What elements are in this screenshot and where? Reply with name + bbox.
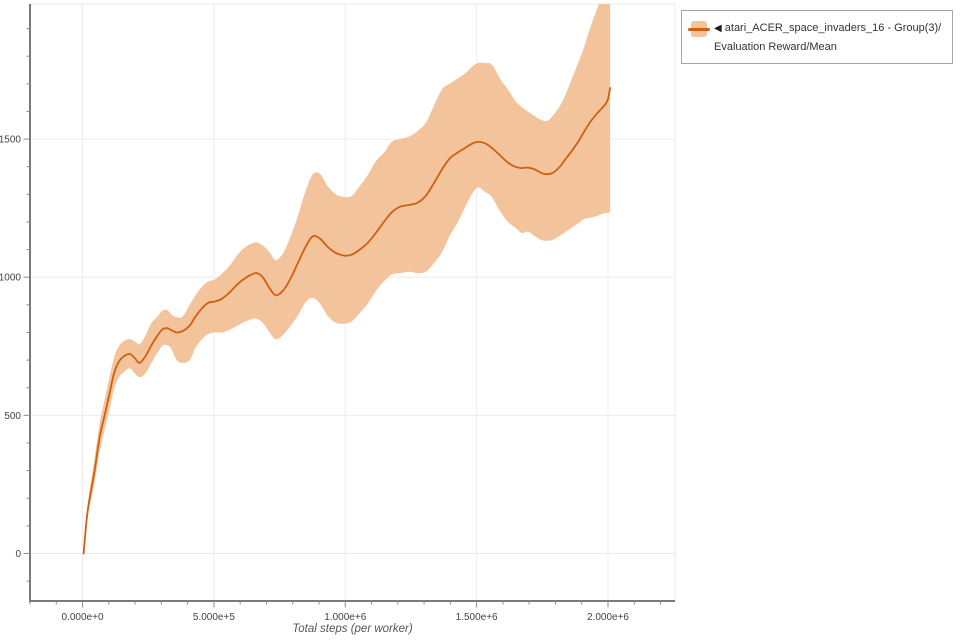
y-tick-label: 1500 xyxy=(0,135,21,146)
x-axis-title: Total steps (per worker) xyxy=(292,623,413,635)
tick-labels: 0.000e+0 5.000e+5 1.000e+6 1.500e+6 2.000e+6… xyxy=(0,135,629,623)
y-tick-label: 0 xyxy=(15,549,21,560)
x-tick-label: 5.000e+5 xyxy=(193,612,235,623)
x-tick-label: 1.000e+6 xyxy=(324,612,366,623)
axis-spines xyxy=(29,4,675,602)
legend-label: ◀ atari_ACER_space_invaders_16 - Group(3… xyxy=(714,19,944,56)
legend[interactable]: ◀ atari_ACER_space_invaders_16 - Group(3… xyxy=(681,10,953,64)
gridlines xyxy=(30,3,676,601)
collapse-triangle-icon[interactable]: ◀ xyxy=(714,23,722,34)
y-tick-label: 500 xyxy=(4,411,21,422)
y-tick-label: 1000 xyxy=(0,273,21,284)
axis-ticks xyxy=(23,28,662,608)
x-tick-label: 1.500e+6 xyxy=(456,612,498,623)
legend-series-name: atari_ACER_space_invaders_16 - Group(3)/… xyxy=(714,22,942,53)
mean-line xyxy=(82,87,611,555)
x-tick-label: 0.000e+0 xyxy=(62,612,104,623)
x-tick-label: 2.000e+6 xyxy=(587,612,629,623)
legend-swatch-icon xyxy=(688,21,710,37)
legend-swatch-line-icon xyxy=(688,27,710,31)
